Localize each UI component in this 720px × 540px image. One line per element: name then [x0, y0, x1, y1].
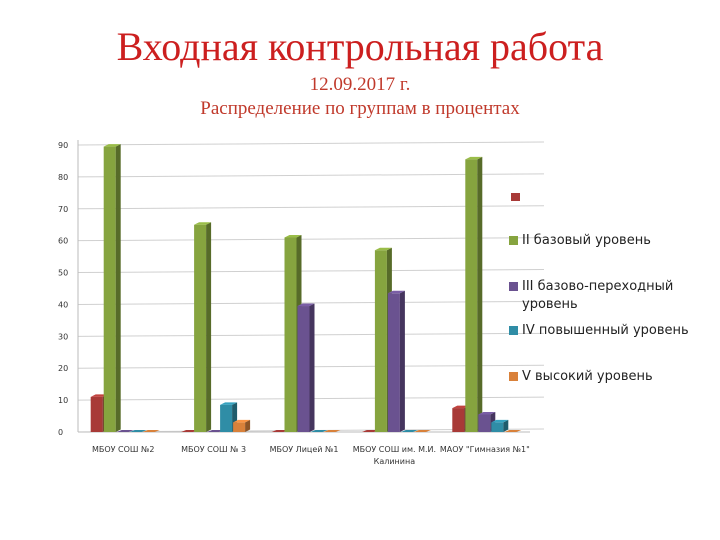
legend-label-level-3: III базово-переходный уровень [522, 279, 674, 312]
x-tick-label: Калинина [374, 457, 416, 466]
bar-top [465, 156, 483, 160]
x-tick-label: МБОУ СОШ им. М.И. [353, 445, 436, 454]
y-tick-label: 70 [58, 205, 68, 214]
bar [452, 408, 465, 432]
legend-item-level-3: III базово-переходный уровень [509, 278, 714, 314]
bar-zero [207, 430, 225, 432]
bar-top [374, 247, 392, 251]
bar-zero [310, 430, 328, 432]
legend-item-level-4: IV повышенный уровень [509, 322, 689, 340]
chart-date: 12.09.2017 г. [309, 74, 411, 95]
bar-zero [361, 430, 379, 432]
bar-zero [271, 430, 289, 432]
y-tick-label: 60 [58, 237, 68, 246]
bar-top [452, 405, 470, 409]
bar-top [387, 290, 405, 294]
bar-zero [116, 430, 134, 432]
x-tick-label: МБОУ Лицей №1 [270, 445, 339, 454]
gridline [77, 141, 545, 146]
y-tick-label: 90 [58, 141, 68, 150]
bar [220, 404, 233, 432]
bar [103, 146, 116, 432]
bar [194, 224, 207, 432]
bar-top [194, 222, 212, 225]
legend-label-level-4: IV повышенный уровень [522, 323, 689, 338]
bar-zero [181, 430, 199, 432]
y-tick-label: 30 [58, 332, 68, 341]
bar-zero [413, 430, 431, 432]
bar [491, 422, 504, 432]
legend-swatch-level-1 [511, 193, 520, 201]
legend-swatch-level-2 [509, 236, 518, 245]
bar-zero [129, 430, 147, 432]
legend-label-level-5: V высокий уровень [522, 369, 653, 384]
bar-top [233, 419, 251, 423]
bar-top [90, 394, 108, 397]
bar-side [206, 222, 212, 432]
chart-subtitle: Распределение по группам в процентах [200, 98, 520, 119]
y-tick-label: 80 [58, 173, 68, 182]
bar-side [309, 303, 315, 432]
bar-top [284, 234, 302, 238]
legend-label-level-2: II базовый уровень [522, 233, 651, 248]
bar-top [491, 419, 509, 423]
bar-top [478, 411, 496, 415]
y-tick-label: 0 [58, 428, 63, 437]
x-tick-label: МБОУ СОШ №2 [92, 445, 155, 454]
bar-zero [323, 430, 341, 432]
bar-side [115, 144, 121, 432]
bar [233, 422, 246, 432]
y-tick-label: 20 [58, 364, 68, 373]
bar [478, 414, 491, 432]
bar-side [245, 419, 251, 432]
bar-side [477, 156, 483, 432]
y-tick-label: 10 [58, 396, 68, 405]
bar-zero [504, 430, 522, 432]
bar-top [297, 303, 315, 307]
bar-top [103, 144, 121, 147]
bar [387, 293, 400, 432]
legend-item-level-2: II базовый уровень [509, 232, 651, 250]
chart-title: Входная контрольная работа [116, 24, 604, 69]
legend-swatch-level-4 [509, 326, 518, 335]
bar [465, 159, 478, 432]
legend-swatch-level-3 [509, 282, 518, 291]
bar-zero [400, 430, 418, 432]
y-tick-label: 50 [58, 269, 68, 278]
bar [284, 237, 297, 432]
bar [90, 396, 103, 432]
y-tick-label: 40 [58, 300, 68, 309]
legend-item-level-5: V высокий уровень [509, 368, 653, 386]
bar-top [220, 402, 238, 405]
legend-swatch-level-5 [509, 372, 518, 381]
bar-zero [142, 430, 160, 432]
bar-side [399, 290, 405, 432]
x-tick-label: МАОУ "Гимназия №1" [440, 445, 530, 454]
bar [374, 250, 387, 432]
bar [297, 306, 310, 432]
bar-side [503, 419, 509, 432]
x-tick-label: МБОУ СОШ № 3 [181, 445, 246, 454]
